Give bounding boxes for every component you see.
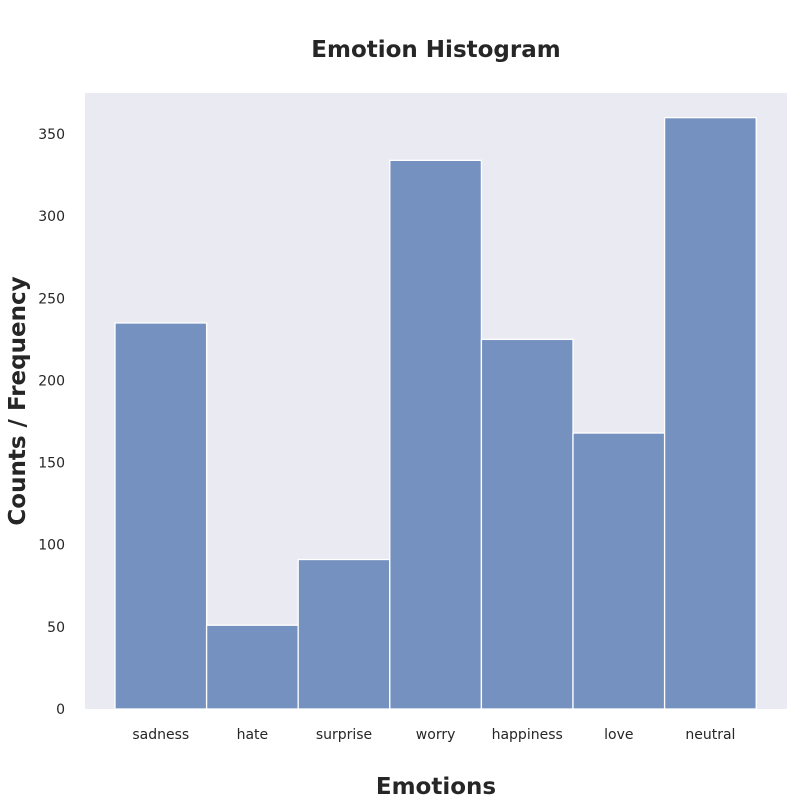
y-tick-label-100: 100: [38, 538, 65, 554]
x-tick-label-sadness: sadness: [132, 727, 189, 743]
y-tick-label-350: 350: [38, 127, 65, 143]
chart-title: Emotion Histogram: [311, 37, 560, 63]
bar-neutral: [663, 116, 757, 710]
x-tick-label-hate: hate: [237, 727, 269, 743]
x-tick-labels: sadness hate surprise worry happiness love neu…: [132, 727, 735, 743]
y-tick-label-50: 50: [47, 620, 65, 636]
bar-surprise: [297, 558, 391, 710]
y-tick-label-150: 150: [38, 456, 65, 472]
y-tick-labels: 0 50 100 150 200 250 300 350: [38, 127, 65, 718]
x-axis-label: Emotions: [376, 774, 496, 797]
bar-hate: [205, 624, 299, 710]
x-tick-label-happiness: happiness: [492, 727, 563, 743]
x-tick-label-neutral: neutral: [685, 727, 735, 743]
x-tick-label-love: love: [604, 727, 633, 743]
x-tick-label-surprise: surprise: [316, 727, 372, 743]
y-tick-label-200: 200: [38, 373, 65, 389]
bar-sadness: [114, 322, 208, 710]
bars-group: [114, 116, 757, 710]
bar-worry: [389, 159, 483, 710]
x-tick-label-worry: worry: [416, 727, 456, 743]
y-tick-label-300: 300: [38, 209, 65, 225]
y-axis-label: Counts / Frequency: [5, 276, 31, 525]
y-tick-label-250: 250: [38, 291, 65, 307]
y-tick-label-0: 0: [56, 702, 65, 718]
bar-happiness: [480, 338, 574, 710]
bar-love: [572, 432, 666, 710]
